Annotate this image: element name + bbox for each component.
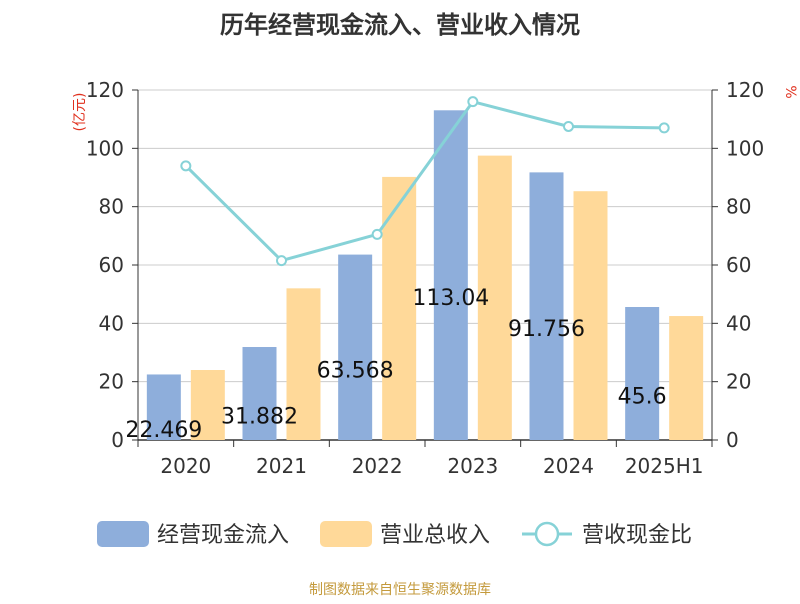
chart-title: 历年经营现金流入、营业收入情况 <box>220 11 580 39</box>
bar-total-revenue <box>286 288 321 440</box>
bar-cash-inflow <box>338 254 373 440</box>
right-tick-label: 40 <box>726 311 751 335</box>
left-tick-label: 20 <box>99 370 124 394</box>
legend-swatch-total-revenue <box>320 521 372 547</box>
bar-cash-inflow <box>242 347 277 440</box>
legend-label-cash-inflow: 经营现金流入 <box>157 523 289 548</box>
data-label-cash-inflow: 31.882 <box>221 405 298 430</box>
x-tick-label: 2025H1 <box>625 454 704 478</box>
line-point-ratio <box>180 160 192 172</box>
right-tick-label: 80 <box>726 195 751 219</box>
data-label-cash-inflow: 91.756 <box>508 317 585 342</box>
data-label-cash-inflow: 63.568 <box>317 358 394 383</box>
right-axis-unit: % <box>782 85 798 98</box>
bar-cash-inflow <box>433 110 468 441</box>
right-tick-label: 100 <box>726 136 764 160</box>
x-tick-label: 2023 <box>447 454 498 478</box>
data-label-cash-inflow: 45.6 <box>618 385 667 410</box>
left-tick-label: 0 <box>111 428 124 452</box>
left-tick-label: 60 <box>99 253 124 277</box>
bar-total-revenue <box>669 316 704 440</box>
x-tick-label: 2022 <box>352 454 403 478</box>
legend-label-ratio: 营收现金比 <box>582 523 692 548</box>
bar-total-revenue <box>382 176 417 440</box>
left-tick-label: 40 <box>99 311 124 335</box>
legend-label-total-revenue: 营业总收入 <box>380 523 490 548</box>
bar-cash-inflow <box>529 172 564 440</box>
right-tick-label: 0 <box>726 428 739 452</box>
x-tick-label: 2020 <box>160 454 211 478</box>
line-point-ratio <box>658 122 670 134</box>
line-point-ratio <box>467 96 479 108</box>
left-tick-label: 100 <box>86 136 124 160</box>
data-label-cash-inflow: 22.469 <box>125 418 202 443</box>
line-cash-revenue-ratio <box>184 99 665 263</box>
right-tick-label: 20 <box>726 370 751 394</box>
bar-cash-inflow <box>146 374 181 440</box>
line-point-ratio <box>563 120 574 132</box>
bar-total-revenue <box>477 155 512 440</box>
bar-cash-inflow <box>625 307 660 440</box>
bar-total-revenue <box>190 370 225 440</box>
legend-swatch-ratio-marker <box>534 521 560 547</box>
left-tick-label: 120 <box>86 78 124 102</box>
x-tick-label: 2024 <box>543 454 594 478</box>
data-label-cash-inflow: 113.04 <box>412 286 489 311</box>
right-tick-label: 120 <box>726 78 764 102</box>
footer-source: 制图数据来自恒生聚源数据库 <box>309 582 491 598</box>
bar-total-revenue <box>573 191 608 440</box>
legend-swatch-cash-inflow <box>97 521 149 547</box>
left-axis-unit: (亿元) <box>72 93 88 132</box>
left-tick-label: 80 <box>99 195 124 219</box>
line-point-ratio <box>371 228 383 240</box>
right-tick-label: 60 <box>726 253 751 277</box>
x-tick-label: 2021 <box>256 454 307 478</box>
line-point-ratio <box>276 255 287 267</box>
